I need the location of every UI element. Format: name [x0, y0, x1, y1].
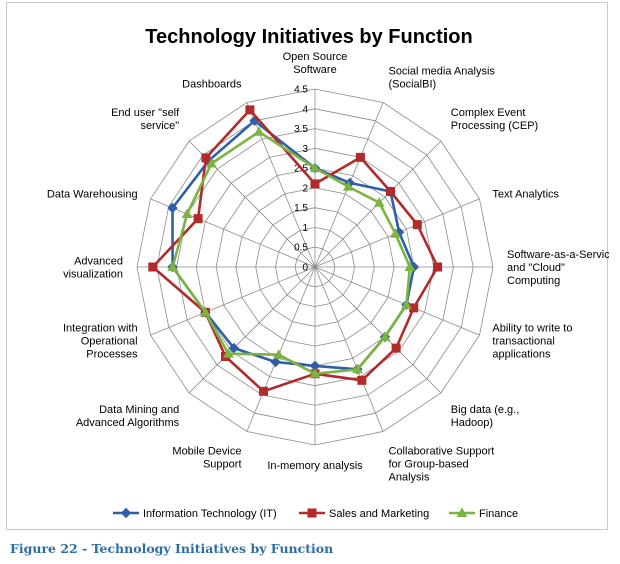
- data-point: [245, 105, 255, 115]
- data-point: [390, 228, 401, 238]
- data-point: [148, 262, 158, 272]
- tick-label: 2: [302, 183, 308, 194]
- data-point: [352, 363, 363, 374]
- data-point: [379, 331, 391, 341]
- data-point: [259, 386, 268, 396]
- category-label: Mobile Device Support: [172, 445, 241, 470]
- grid-spoke: [150, 198, 316, 268]
- category-label: In-memory analysis: [267, 460, 363, 472]
- tick-label: 0: [302, 263, 308, 274]
- category-label: Text Analytics: [492, 189, 559, 201]
- category-label: End user "self service": [111, 107, 180, 132]
- data-point: [401, 299, 412, 309]
- series-triangle: [167, 126, 416, 378]
- category-label: Advanced visualization: [63, 256, 123, 281]
- tick-label: 0.5: [294, 243, 308, 254]
- data-point: [201, 153, 211, 163]
- category-label: Complex Event Processing (CEP): [451, 107, 538, 132]
- tick-label: 4: [302, 104, 308, 115]
- legend-marker: [456, 507, 468, 517]
- tick-label: 3: [302, 144, 308, 155]
- grid-spoke: [246, 266, 316, 432]
- category-label: Data Warehousing: [47, 189, 138, 201]
- data-point: [273, 349, 285, 359]
- data-point: [386, 187, 395, 196]
- data-point: [270, 356, 281, 368]
- grid-spoke: [314, 266, 480, 336]
- legend-item: Finance: [449, 507, 518, 520]
- tick-label: 4.5: [294, 85, 308, 96]
- grid-spoke: [314, 266, 384, 432]
- data-point: [342, 181, 354, 191]
- legend-item: Information Technology (IT): [113, 507, 277, 520]
- data-point: [193, 214, 203, 224]
- legend-marker: [307, 508, 317, 518]
- data-point: [206, 157, 217, 168]
- data-point: [404, 261, 416, 271]
- data-point: [309, 162, 321, 173]
- grid-spoke: [314, 266, 442, 394]
- category-label: Social media Analysis (SocialBI): [389, 66, 496, 91]
- data-point: [373, 197, 385, 207]
- chart-title: Technology Initiatives by Function: [145, 26, 472, 48]
- tick-label: 3.5: [294, 124, 308, 135]
- data-point: [391, 343, 401, 353]
- data-point: [355, 152, 365, 162]
- grid-spoke: [150, 266, 316, 336]
- tick-label: 1.5: [294, 203, 308, 214]
- legend-item: Sales and Marketing: [299, 508, 429, 520]
- data-point: [181, 208, 193, 218]
- legend: Information Technology (IT) Sales and Mar…: [113, 507, 518, 520]
- category-label: Big data (e.g., Hadoop): [451, 404, 520, 429]
- data-point: [222, 348, 234, 358]
- legend-label: Information Technology (IT): [143, 508, 277, 520]
- series-diamond: [167, 115, 420, 375]
- category-label: Data Mining and Advanced Algorithms: [76, 404, 180, 429]
- category-label: Dashboards: [182, 79, 242, 91]
- data-point: [433, 262, 443, 272]
- legend-label: Finance: [479, 508, 518, 520]
- data-point: [200, 306, 211, 317]
- category-label: Open Source Software: [283, 51, 348, 76]
- data-point: [167, 261, 178, 271]
- data-point: [310, 179, 320, 189]
- category-label: Collaborative Support for Group-based Anal…: [389, 445, 495, 483]
- legend-marker: [120, 507, 132, 519]
- grid-spoke: [188, 266, 316, 394]
- category-labels: Open Source Software Social media Analysis…: [47, 51, 609, 483]
- category-label: Integration with Operational Processes: [63, 323, 138, 361]
- figure-caption: Figure 22 - Technology Initiatives by Fu…: [10, 541, 334, 556]
- series-layer: [148, 105, 443, 396]
- data-point: [412, 220, 422, 230]
- data-point: [167, 202, 178, 214]
- data-point: [357, 375, 367, 385]
- category-label: Software-as-a-Service and "Cloud" Computin…: [507, 249, 609, 287]
- category-label: Ability to write to transactional applicat…: [492, 323, 572, 361]
- tick-label: 1: [302, 223, 308, 234]
- chart-frame: Technology Initiatives by Function 0 0.5 1…: [6, 2, 609, 530]
- data-point: [309, 368, 321, 378]
- legend-label: Sales and Marketing: [329, 508, 429, 520]
- data-point: [253, 126, 265, 136]
- series-line: [171, 130, 412, 376]
- radar-chart: Technology Initiatives by Function 0 0.5 1…: [47, 26, 609, 520]
